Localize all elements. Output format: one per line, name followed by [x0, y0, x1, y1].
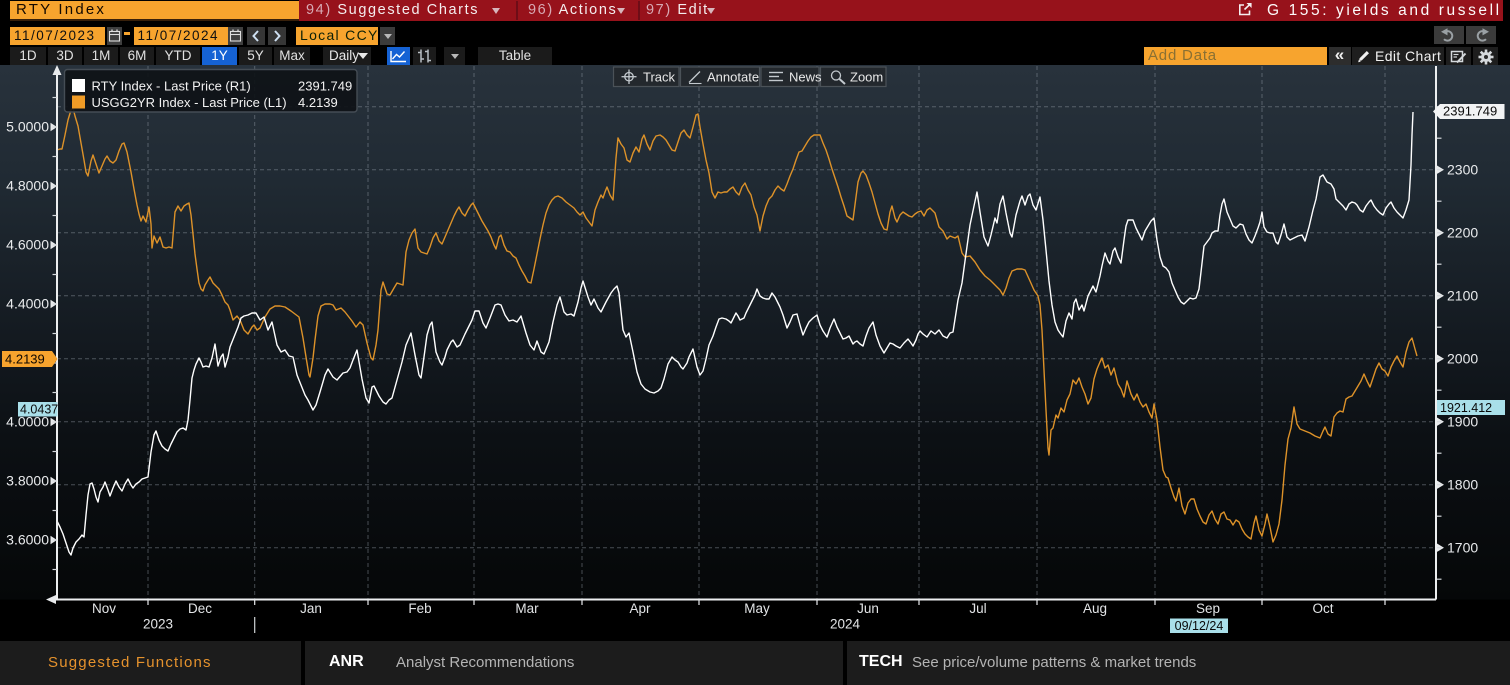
svg-text:3.6000: 3.6000: [6, 532, 49, 548]
svg-text:USGG2YR Index - Last Price (L1: USGG2YR Index - Last Price (L1): [92, 95, 287, 110]
svg-text:4.0437: 4.0437: [20, 403, 58, 417]
svg-text:5.0000: 5.0000: [6, 119, 49, 135]
svg-text:Oct: Oct: [1312, 601, 1333, 616]
svg-text:1700: 1700: [1447, 539, 1478, 555]
svg-text:Jun: Jun: [857, 601, 879, 616]
svg-text:09/12/24: 09/12/24: [1175, 619, 1224, 633]
svg-text:4.2139: 4.2139: [5, 352, 45, 367]
svg-text:Zoom: Zoom: [850, 70, 883, 85]
svg-text:2200: 2200: [1447, 224, 1478, 240]
svg-text:Mar: Mar: [515, 601, 539, 616]
svg-text:2300: 2300: [1447, 161, 1478, 177]
svg-text:Nov: Nov: [92, 601, 116, 616]
svg-text:RTY Index - Last Price (R1): RTY Index - Last Price (R1): [92, 79, 251, 94]
svg-text:4.2139: 4.2139: [298, 95, 338, 110]
svg-text:1921.412: 1921.412: [1440, 401, 1492, 415]
svg-text:2391.749: 2391.749: [1443, 104, 1497, 119]
svg-text:4.0000: 4.0000: [6, 414, 49, 430]
svg-text:4.8000: 4.8000: [6, 178, 49, 194]
svg-text:4.4000: 4.4000: [6, 296, 49, 312]
svg-text:2100: 2100: [1447, 287, 1478, 303]
svg-text:Aug: Aug: [1083, 601, 1107, 616]
svg-text:Apr: Apr: [629, 601, 651, 616]
svg-text:Jul: Jul: [969, 601, 986, 616]
svg-text:1900: 1900: [1447, 413, 1478, 429]
svg-text:News: News: [789, 70, 822, 85]
svg-text:2024: 2024: [830, 617, 861, 632]
svg-text:2023: 2023: [143, 617, 173, 632]
svg-text:3.8000: 3.8000: [6, 473, 49, 489]
svg-text:2391.749: 2391.749: [298, 79, 352, 94]
svg-text:Dec: Dec: [188, 601, 212, 616]
svg-text:4.6000: 4.6000: [6, 237, 49, 253]
svg-text:Annotate: Annotate: [707, 70, 759, 85]
svg-text:2000: 2000: [1447, 350, 1478, 366]
svg-text:Track: Track: [643, 70, 676, 85]
svg-text:Sep: Sep: [1196, 601, 1220, 616]
svg-text:1800: 1800: [1447, 476, 1478, 492]
svg-text:Jan: Jan: [300, 601, 322, 616]
svg-text:May: May: [744, 601, 770, 616]
svg-text:Feb: Feb: [408, 601, 431, 616]
